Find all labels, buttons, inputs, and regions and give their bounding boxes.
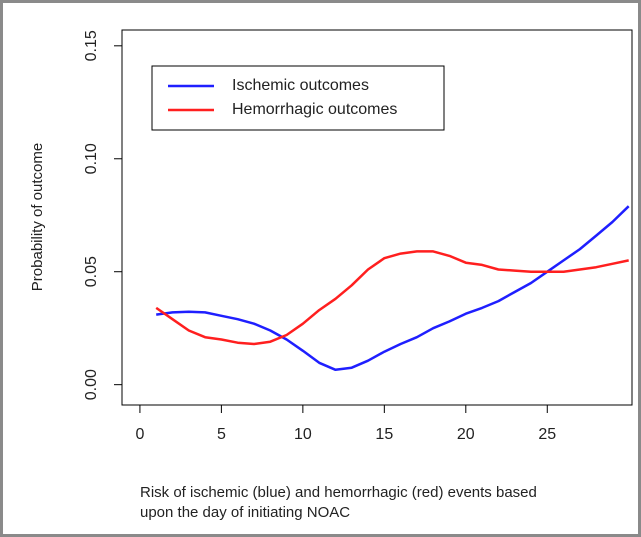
legend-label: Hemorrhagic outcomes [232, 101, 397, 118]
x-tick-label: 20 [457, 426, 475, 443]
x-tick-label: 5 [217, 426, 226, 443]
caption: Risk of ischemic (blue) and hemorrhagic … [140, 484, 537, 501]
series-line [156, 205, 630, 372]
x-tick-label: 15 [375, 426, 393, 443]
y-tick-label: 0.10 [83, 143, 100, 174]
y-tick-label: 0.15 [83, 30, 100, 61]
y-tick-label: 0.05 [83, 256, 100, 287]
y-tick-label: 0.00 [83, 369, 100, 400]
x-tick-label: 25 [538, 426, 556, 443]
x-tick-label: 10 [294, 426, 312, 443]
series-line [155, 250, 629, 346]
caption: upon the day of initiating NOAC [140, 504, 350, 521]
plot-box [121, 29, 633, 406]
legend-label: Ischemic outcomes [232, 77, 369, 94]
y-axis-label: Probability of outcome [29, 143, 46, 291]
legend-box [151, 65, 445, 131]
x-tick-label: 0 [135, 426, 144, 443]
